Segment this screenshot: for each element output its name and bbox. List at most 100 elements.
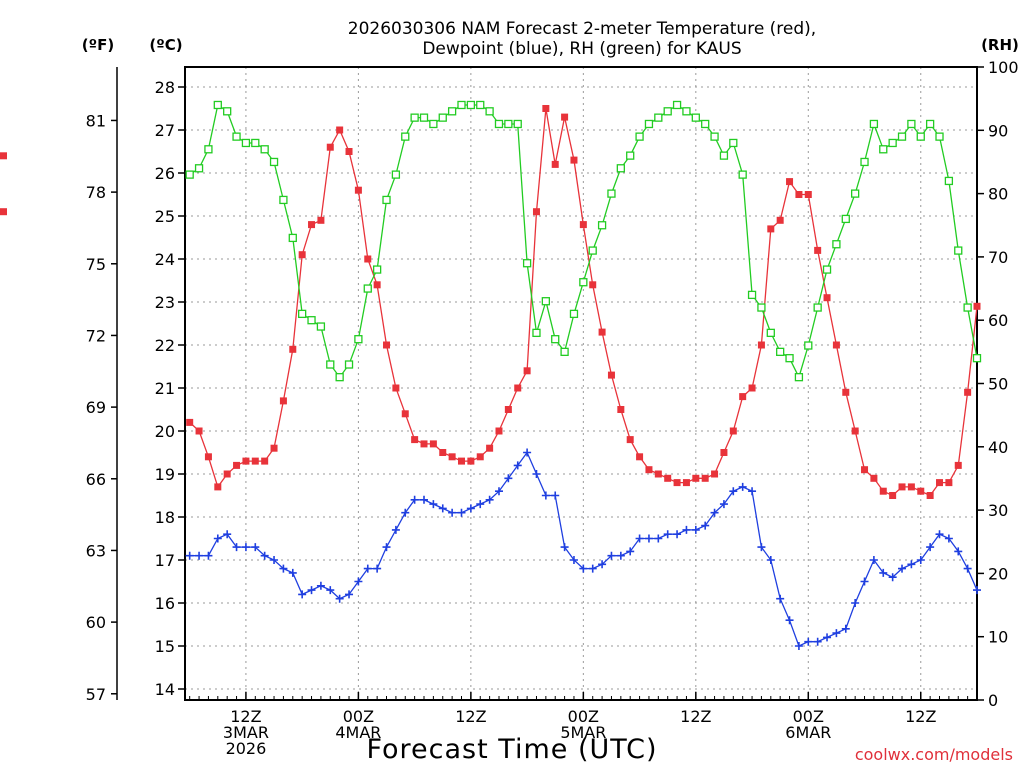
- temperature-data-point: [561, 113, 569, 121]
- celsius-tick-label: 28: [155, 78, 175, 97]
- dewpoint-data-point: [588, 564, 597, 573]
- temperature-data-point: [861, 466, 869, 474]
- dewpoint-data-point: [241, 543, 250, 552]
- dewpoint-data-point: [710, 508, 719, 517]
- temperature-data-point: [392, 384, 400, 392]
- temperature-data-point: [607, 371, 615, 379]
- dewpoint-data-point: [504, 474, 513, 483]
- celsius-tick-label: 24: [155, 250, 175, 269]
- rh-data-point: [719, 151, 729, 160]
- rh-data-point: [626, 151, 635, 160]
- dewpoint-data-point: [457, 508, 466, 517]
- celsius-tick-label: 21: [155, 379, 175, 398]
- rh-data-point: [972, 354, 982, 363]
- temperature-data-point: [514, 384, 522, 392]
- rh-data-point: [363, 284, 372, 293]
- dewpoint-data-point: [635, 534, 644, 543]
- dewpoint-data-point: [869, 556, 878, 564]
- rh-data-point: [504, 119, 513, 129]
- dewpoint-data-point: [644, 534, 653, 543]
- x-tick-label: 00Z: [343, 707, 374, 726]
- temperature-data-point: [429, 440, 437, 448]
- temperature-data-point: [795, 191, 803, 198]
- rh-data-point: [794, 373, 804, 382]
- celsius-tick-label: 15: [155, 637, 175, 656]
- dewpoint-data-point: [626, 547, 635, 556]
- dewpoint-data-point: [673, 530, 682, 539]
- rh-data-point: [644, 119, 654, 129]
- dewpoint-data-point: [607, 551, 616, 560]
- temperature-data-point: [907, 483, 915, 491]
- rh-data-point: [204, 145, 213, 154]
- temperature-data-point: [701, 474, 709, 482]
- rh-data-point: [747, 290, 757, 300]
- rh-data-point: [738, 170, 747, 179]
- rh-data-point: [429, 119, 438, 129]
- temperature-data-point: [720, 449, 728, 456]
- dewpoint-data-point: [429, 500, 438, 509]
- rh-data-point: [776, 347, 785, 357]
- rh-data-point: [916, 132, 925, 141]
- dewpoint-data-point: [279, 564, 288, 573]
- dewpoint-data-point: [438, 504, 447, 513]
- temperature-data-point: [598, 328, 606, 336]
- temperature-data-point: [326, 143, 334, 151]
- dewpoint-data-point: [420, 495, 429, 504]
- fahrenheit-tick-label: 60: [86, 613, 106, 632]
- temperature-data-point: [467, 457, 475, 465]
- celsius-tick-label: 16: [155, 594, 175, 613]
- dewpoint-data-point: [213, 534, 222, 543]
- rh-data-point: [663, 107, 672, 116]
- dewpoint-data-point: [682, 525, 691, 534]
- dewpoint-data-point: [569, 556, 578, 564]
- temperature-data-point: [729, 427, 737, 435]
- dewpoint-data-point: [851, 599, 860, 607]
- dewpoint-data-point: [363, 564, 372, 573]
- fahrenheit-unit-label: (ºF): [82, 36, 114, 54]
- temperature-data-point: [954, 461, 962, 469]
- rh-data-point: [391, 170, 401, 179]
- rh-data-point: [907, 119, 916, 129]
- rh-data-point: [832, 240, 841, 249]
- dewpoint-data-point: [448, 508, 457, 517]
- temperature-data-point: [261, 457, 269, 465]
- dewpoint-data-point: [944, 534, 953, 543]
- dewpoint-data-point: [513, 461, 522, 470]
- temperature-data-point: [411, 436, 419, 444]
- dewpoint-data-point: [841, 624, 850, 633]
- rh-data-point: [851, 189, 860, 198]
- rh-tick-label: 90: [988, 121, 1008, 140]
- temperature-data-point: [654, 470, 662, 478]
- dewpoint-data-point: [476, 500, 485, 509]
- temperature-data-point: [936, 479, 944, 487]
- rh-tick-label: 10: [988, 628, 1008, 647]
- dewpoint-data-point: [494, 487, 503, 496]
- rh-data-point: [672, 100, 682, 110]
- fahrenheit-tick-label: 75: [86, 255, 106, 274]
- celsius-tick-label: 22: [155, 336, 175, 355]
- dewpoint-data-point: [232, 543, 241, 552]
- temperature-data-point: [917, 487, 925, 495]
- dewpoint-data-point: [663, 530, 672, 539]
- temperature-data-point: [626, 436, 634, 444]
- rh-data-point: [560, 347, 569, 357]
- plot-frame: [184, 66, 978, 701]
- dewpoint-data-point: [813, 637, 822, 646]
- rh-data-point: [532, 328, 541, 338]
- temperature-data-point: [739, 393, 747, 401]
- dewpoint-data-point: [701, 521, 710, 530]
- dewpoint-data-point: [719, 500, 728, 509]
- dewpoint-data-point: [335, 594, 344, 603]
- dewpoint-data-point: [485, 495, 494, 504]
- fahrenheit-tick-label: 81: [86, 111, 106, 130]
- rh-data-point: [841, 214, 850, 224]
- temperature-data-point: [504, 406, 512, 413]
- dewpoint-data-point: [382, 543, 391, 552]
- rh-data-point: [457, 100, 466, 110]
- celsius-tick-label: 27: [155, 121, 175, 140]
- fahrenheit-tick-label: 72: [86, 326, 106, 345]
- temperature-data-point: [233, 461, 241, 469]
- rh-data-point: [194, 164, 204, 173]
- temperature-data-point: [682, 479, 690, 487]
- rh-data-point: [485, 107, 494, 116]
